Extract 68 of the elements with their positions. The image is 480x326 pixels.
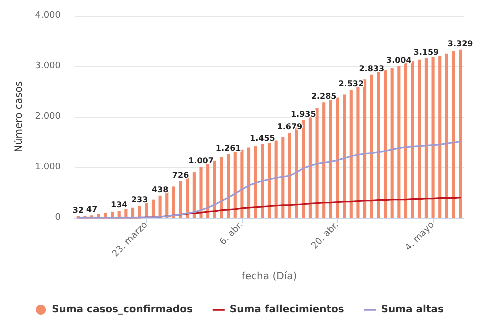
bar [234,152,237,218]
data-label: 47 [86,205,98,214]
bar [432,57,435,218]
bar [404,63,408,218]
bar [377,72,380,218]
bar [438,56,442,218]
bar [445,54,448,218]
bar [220,157,224,218]
bar [459,50,462,218]
bar [316,108,319,218]
bar [322,102,326,218]
legend-label: Suma fallecimientos [230,304,344,316]
bar [384,70,388,218]
bar [329,100,332,218]
bar [179,181,182,218]
data-label: 134 [111,200,128,210]
bar [424,58,428,218]
bar [247,148,251,218]
y-tick-label: 1.000 [35,162,62,172]
y-tick-label: 3.000 [35,62,62,72]
x-tick-label: 6. abr. [218,220,246,248]
bar [261,144,264,218]
bar [343,94,346,218]
y-tick-label: 0 [55,213,62,223]
bar [213,160,216,218]
y-tick-label: 4.000 [35,11,62,21]
bar [172,186,176,218]
data-label: 233 [131,196,148,205]
legend-label: Suma altas [381,304,444,316]
bar [268,143,272,218]
bar [302,120,306,218]
bar [350,90,353,218]
data-label: 3.329 [448,39,474,48]
x-tick-label: 20. abr. [310,220,342,252]
y-axis-title: Número casos [14,81,25,153]
data-label: 3.004 [386,56,412,65]
data-label: 2.532 [338,80,364,89]
bar [411,61,414,218]
data-label: 2.833 [359,64,385,74]
data-label: 32 [72,206,84,215]
bar [192,172,196,218]
data-label: 2.285 [311,92,338,102]
bar [336,98,340,218]
y-tick-label: 2.000 [35,112,62,122]
bar [274,140,278,218]
data-label: 726 [172,170,190,180]
data-label: 438 [152,185,170,194]
bar [282,137,285,218]
data-label: 1.455 [250,134,276,144]
bar [452,51,456,218]
data-label: 1.007 [188,156,214,166]
bar [200,167,203,218]
bar [240,150,244,218]
bar [206,164,210,218]
x-axis-title: fecha (Día) [242,272,298,282]
bar [390,68,394,218]
bar [370,74,374,218]
bar [398,66,401,218]
bar [364,80,367,218]
bar [288,133,292,218]
bar [254,146,258,218]
bar [418,60,422,218]
data-label: 1.679 [277,122,304,132]
data-label: 1.261 [216,144,242,153]
bar [227,154,230,218]
data-label: 1.935 [290,110,317,119]
data-label: 3.159 [414,48,440,57]
legend-label: Suma casos_confirmados [52,304,193,316]
